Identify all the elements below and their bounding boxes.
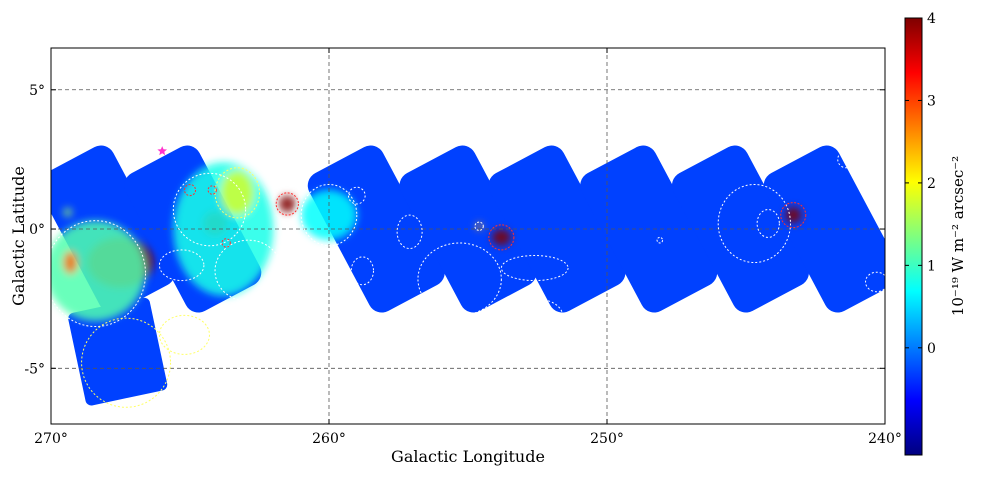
emission-source [301,190,357,241]
region-ellipse [158,314,210,355]
region-ellipse [717,183,791,263]
y-tick-label: 5° [29,83,45,99]
region-ellipse [837,150,855,169]
emission-source [491,229,512,246]
region-ellipse [350,256,374,286]
x-tick-label: 260° [312,431,346,447]
emission-source [63,251,78,274]
region-ellipses [51,150,885,408]
x-axis-ticks: 270° 260° 250° 240° [34,48,902,447]
region-ellipse [500,254,569,282]
colorbar-tick-label: 4 [927,11,936,27]
colorbar [904,17,923,456]
region-circle [183,183,197,197]
colorbar-label: 10⁻¹⁹ W m⁻² arcsec⁻² [949,156,967,316]
region-circle [474,221,484,231]
colorbar-tick-label: 0 [927,341,936,357]
region-circle [207,185,217,195]
region-circle [780,202,807,229]
region-circle [656,236,664,244]
colorbar-tick-label: 2 [927,176,936,192]
x-axis-label: Galactic Longitude [391,447,545,466]
emission-source [63,208,72,217]
grid-lines [51,48,885,424]
emission-source [784,206,802,224]
region-ellipse [158,249,205,282]
colorbar-tick-label: 3 [927,93,936,109]
emission-source [278,195,296,213]
region-ellipse [347,186,366,205]
region-ellipse [314,292,349,328]
survey-strip [763,145,885,313]
region-ellipse [865,271,885,293]
region-ellipse [214,239,283,302]
survey-strip [68,297,168,406]
y-tick-label: 0° [29,222,45,238]
region-ellipse [506,298,564,333]
region-ellipse [172,172,247,247]
region-ellipse [300,183,358,247]
region-ellipse [51,220,147,328]
colorbar-tick-label: 1 [927,258,936,274]
plot-frame [50,47,886,425]
region-ellipse [756,209,780,238]
x-tick-label: 270° [34,431,68,447]
region-ellipse [417,242,502,316]
emission-source [220,170,254,216]
emission-source [475,222,483,230]
colorbar-ticks: 0 1 2 3 4 [905,11,936,357]
region-circle [275,192,299,216]
region-ellipse [214,167,260,219]
region-circles [183,183,807,251]
y-axis-ticks: 5° 0° -5° [24,83,885,377]
emission-sources [51,162,802,321]
star-icon [157,146,167,156]
y-axis-label: Galactic Latitude [9,166,28,306]
region-circle [488,224,515,251]
star-marker [157,146,167,156]
y-tick-label: -5° [24,361,45,377]
region-ellipse [81,317,172,408]
sky-map [51,48,885,424]
region-ellipse [396,214,423,250]
x-tick-label: 250° [590,431,624,447]
region-circle [221,238,231,248]
emission-source [51,220,146,321]
x-tick-label: 240° [868,431,902,447]
